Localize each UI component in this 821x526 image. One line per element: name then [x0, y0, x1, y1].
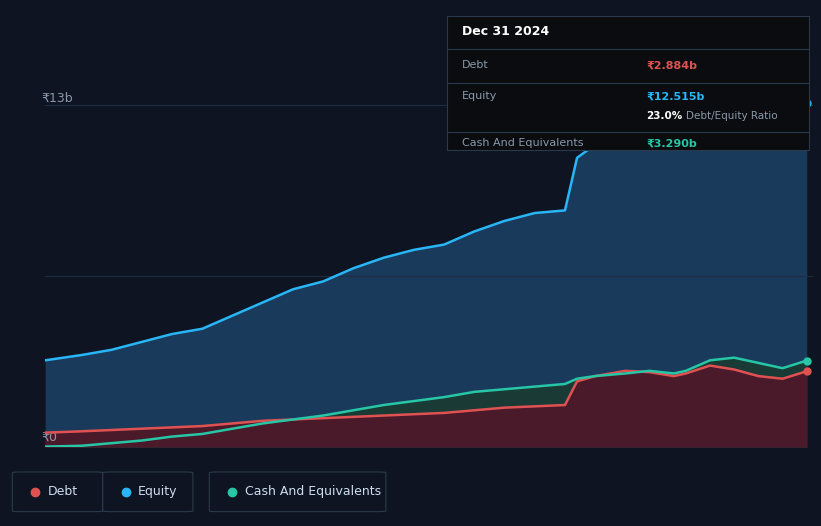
Text: Cash And Equivalents: Cash And Equivalents [245, 485, 381, 498]
Text: Debt: Debt [462, 60, 488, 70]
Text: Equity: Equity [138, 485, 177, 498]
Text: ₹3.290b: ₹3.290b [646, 138, 697, 148]
Text: ₹13b: ₹13b [41, 92, 73, 105]
Text: ₹0: ₹0 [41, 430, 57, 443]
Text: ₹2.884b: ₹2.884b [646, 60, 697, 70]
Text: ₹12.515b: ₹12.515b [646, 91, 704, 102]
Text: Equity: Equity [462, 91, 498, 102]
Text: Debt: Debt [48, 485, 78, 498]
Text: Cash And Equivalents: Cash And Equivalents [462, 138, 584, 148]
Text: Dec 31 2024: Dec 31 2024 [462, 25, 549, 38]
Text: 23.0%: 23.0% [646, 112, 682, 122]
Text: Debt/Equity Ratio: Debt/Equity Ratio [686, 112, 777, 122]
